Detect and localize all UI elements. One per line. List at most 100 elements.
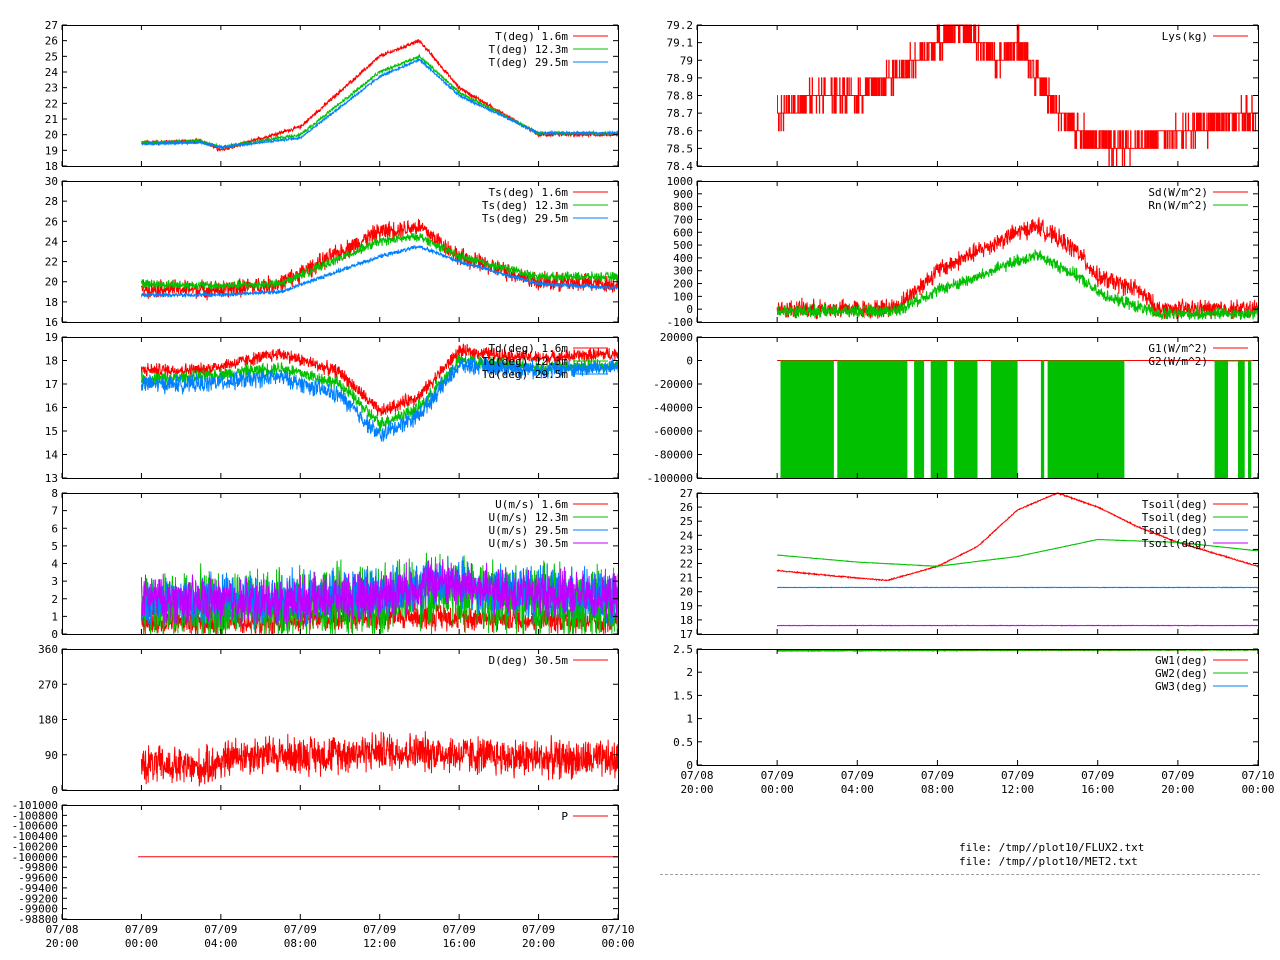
y-tick-label: 3 xyxy=(51,575,58,588)
file-label-flux: file: /tmp//plot10/FLUX2.txt xyxy=(959,841,1145,854)
series-line-purple xyxy=(140,559,619,627)
y-tick-label: -98800 xyxy=(18,913,58,926)
chart-pressure: -101000-100800-100600-100400-100200-1000… xyxy=(12,799,635,950)
x-tick-label: 07/08 20:00 xyxy=(45,923,78,950)
y-tick-label: 79.2 xyxy=(667,19,694,32)
series-green-band-8 xyxy=(1214,360,1228,478)
y-tick-label: 26 xyxy=(45,35,58,48)
y-tick-label: 18 xyxy=(680,614,693,627)
series-line-red xyxy=(141,39,619,152)
y-tick-label: 5 xyxy=(51,540,58,553)
series-green-band-10 xyxy=(1248,360,1252,478)
series-line-green xyxy=(776,538,1259,568)
plot-frame xyxy=(697,649,1259,766)
y-tick-label: 2.5 xyxy=(673,643,693,656)
y-tick-label: 18 xyxy=(45,160,58,173)
y-tick-label: -100000 xyxy=(647,472,693,485)
x-tick-label: 07/09 00:00 xyxy=(761,769,794,796)
legend-label: GW1(deg) xyxy=(1155,654,1208,667)
y-tick-label: 78.6 xyxy=(667,125,694,138)
y-tick-label: 270 xyxy=(38,678,58,691)
legend-label: Td(deg) 29.5m xyxy=(482,368,568,381)
y-tick-label: -80000 xyxy=(653,449,693,462)
x-tick-label: 07/09 04:00 xyxy=(841,769,874,796)
y-tick-label: 22 xyxy=(45,256,58,269)
chart-ground-heat-flux: -100000 -80000 -60000 -40000 -20000 0 20000 G1(… xyxy=(647,331,1259,485)
y-tick-label: 15 xyxy=(45,425,58,438)
legend-label: Rn(W/m^2) xyxy=(1148,199,1208,212)
y-tick-label: 18 xyxy=(45,355,58,368)
series-green-band-7 xyxy=(1047,360,1125,478)
y-tick-label: 0 xyxy=(51,628,58,641)
y-tick-label: 25 xyxy=(45,50,58,63)
y-tick-label: 1000 xyxy=(667,175,694,188)
x-tick-label: 07/10 00:00 xyxy=(1241,769,1274,796)
y-tick-label: -100400 xyxy=(12,830,58,843)
series-line-green xyxy=(140,231,619,291)
y-tick-label: 20 xyxy=(680,586,693,599)
y-tick-label: 2 xyxy=(51,593,58,606)
y-tick-label: 400 xyxy=(673,252,693,265)
legend-label: D(deg) 30.5m xyxy=(489,654,569,667)
y-tick-label: 17 xyxy=(680,628,693,641)
divider-line xyxy=(660,874,1260,875)
y-tick-label: 0 xyxy=(686,303,693,316)
y-tick-label: 24 xyxy=(680,529,694,542)
legend-label: GW2(deg) xyxy=(1155,667,1208,680)
y-tick-label: -99000 xyxy=(18,903,58,916)
x-tick-label: 07/09 12:00 xyxy=(363,923,396,950)
legend-label: Sd(W/m^2) xyxy=(1148,186,1208,199)
series-line-red xyxy=(776,217,1259,320)
x-tick-label: 07/09 20:00 xyxy=(522,923,555,950)
y-tick-label: 0.5 xyxy=(673,736,693,749)
y-tick-label: 300 xyxy=(673,265,693,278)
y-tick-label: 2 xyxy=(686,666,693,679)
y-tick-label: 79 xyxy=(680,54,693,67)
legend-label: U(m/s) 12.3m xyxy=(489,511,569,524)
y-tick-label: 79.1 xyxy=(667,37,694,50)
y-tick-label: 20 xyxy=(45,276,58,289)
x-tick-label: 07/10 00:00 xyxy=(601,923,634,950)
legend-label: T(deg) 12.3m xyxy=(489,43,569,56)
y-tick-label: 4 xyxy=(51,558,58,571)
y-tick-label: 16 xyxy=(45,316,58,329)
y-tick-label: 600 xyxy=(673,226,693,239)
plot-frame xyxy=(697,181,1259,323)
legend-label: Tsoil(deg) xyxy=(1142,498,1208,511)
y-tick-label: 19 xyxy=(680,600,693,613)
y-tick-label: 20 xyxy=(45,129,58,142)
x-tick-label: 07/08 20:00 xyxy=(680,769,713,796)
series-line-red xyxy=(140,218,619,301)
chart-wind-speed: 0 1 2 3 4 5 6 7 8 U(m/s) 1.6mU(m/s) 12.3mU(m/s) 2… xyxy=(51,487,619,641)
y-tick-label: 28 xyxy=(45,195,58,208)
legend-label: T(deg) 29.5m xyxy=(489,56,569,69)
series-line-red xyxy=(140,343,619,417)
y-tick-label: 180 xyxy=(38,714,58,727)
y-tick-label: 13 xyxy=(45,472,58,485)
series-green-band-5 xyxy=(990,360,1018,478)
y-tick-label: 800 xyxy=(673,201,693,214)
y-tick-label: 30 xyxy=(45,175,58,188)
y-tick-label: -100000 xyxy=(12,851,58,864)
y-tick-label: 7 xyxy=(51,505,58,518)
legend-label: Td(deg) 12.3m xyxy=(482,355,568,368)
y-tick-label: 25 xyxy=(680,515,693,528)
series-line-blue xyxy=(140,57,619,151)
chart-wind-direction: 0 90 180 270 360 D(deg) 30.5m xyxy=(38,643,619,797)
series-green-band-0 xyxy=(780,360,834,478)
y-tick-label: 500 xyxy=(673,239,693,252)
y-tick-label: 1 xyxy=(51,610,58,623)
legend-label: Ts(deg) 29.5m xyxy=(482,212,568,225)
y-tick-label: 21 xyxy=(45,113,58,126)
series-line-red xyxy=(777,24,1258,167)
y-tick-label: -40000 xyxy=(653,402,693,415)
series-line-green xyxy=(141,53,619,151)
x-tick-label: 07/09 08:00 xyxy=(284,923,317,950)
y-tick-label: 100 xyxy=(673,290,693,303)
y-tick-label: -20000 xyxy=(653,378,693,391)
y-tick-label: 20000 xyxy=(660,331,693,344)
legend-label: U(m/s) 30.5m xyxy=(489,537,569,550)
y-tick-label: 26 xyxy=(680,501,693,514)
